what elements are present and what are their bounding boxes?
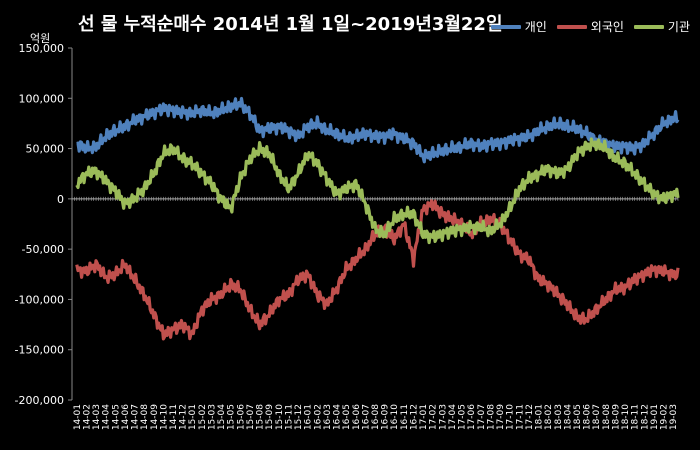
x-tick-label: 15-12 [294,404,304,430]
legend: 개인 외국인 기관 [490,18,690,35]
x-tick-label: 16-03 [323,404,333,430]
x-tick-label: 17-12 [525,404,535,430]
legend-item-institution: 기관 [633,18,690,35]
x-tick-label: 16-11 [400,404,410,430]
x-tick-label: 18-05 [573,404,583,430]
legend-label-foreign: 외국인 [590,20,624,34]
y-tick-label: -150,000 [15,344,64,357]
x-tick-label: 19-01 [650,404,660,430]
x-tick-label: 16-08 [371,404,381,430]
x-tick-label: 18-06 [583,404,593,430]
series-line-0 [76,96,680,164]
x-tick-label: 14-12 [179,404,189,430]
series-line-1 [75,199,680,341]
y-tick-label: 150,000 [19,42,65,55]
x-tick-label: 14-10 [159,404,169,430]
x-tick-label: 16-10 [390,404,400,430]
x-tick-label: 16-02 [313,404,323,430]
legend-swatch-institution [633,24,664,29]
legend-swatch-individual [490,24,521,29]
x-tick-label: 17-06 [467,404,477,430]
x-tick-label: 16-01 [304,404,314,430]
x-tick-label: 18-10 [621,404,631,430]
x-tick-label: 17-03 [438,404,448,430]
legend-swatch-foreign [556,24,587,29]
x-tick-label: 15-07 [246,404,256,430]
y-axis-unit: 억원 [30,32,51,45]
legend-item-individual: 개인 [490,18,547,35]
y-tick-label: 50,000 [26,143,65,156]
x-tick-label: 14-04 [102,404,112,430]
x-tick-label: 16-09 [381,404,391,430]
x-tick-label: 16-04 [333,404,343,430]
x-tick-label: 17-07 [477,404,487,430]
legend-label-institution: 기관 [667,20,690,34]
x-tick-label: 17-11 [515,404,525,430]
x-tick-label: 14-09 [150,404,160,430]
x-tick-label: 15-04 [217,404,227,430]
x-tick-label: 17-05 [458,404,468,430]
x-tick-label: 16-06 [352,404,362,430]
x-tick-label: 18-01 [535,404,545,430]
x-tick-label: 14-08 [140,404,150,430]
x-tick-label: 15-06 [236,404,246,430]
y-tick-label: -100,000 [15,293,64,306]
x-tick-label: 14-07 [131,404,141,430]
x-tick-label: 15-03 [207,404,217,430]
x-tick-label: 16-07 [361,404,371,430]
x-tick-label: 17-08 [486,404,496,430]
x-tick-label: 14-06 [121,404,131,430]
x-tick-label: 17-01 [419,404,429,430]
x-tick-label: 15-05 [227,404,237,430]
y-tick-label: 0 [57,193,64,206]
x-tick-label: 14-05 [111,404,121,430]
y-tick-label: 100,000 [19,92,65,105]
y-tick-label: -200,000 [15,394,64,407]
x-tick-label: 15-08 [256,404,266,430]
x-tick-label: 19-03 [669,404,679,430]
series-line-2 [75,137,680,245]
legend-label-individual: 개인 [524,20,547,34]
x-tick-label: 16-12 [409,404,419,430]
x-tick-label: 19-02 [660,404,670,430]
x-tick-label: 18-11 [631,404,641,430]
x-tick-label: 17-10 [506,404,516,430]
chart-title: 선 물 누적순매수 2014년 1월 1일~2019년3월22일 [78,14,503,35]
x-tick-label: 17-09 [496,404,506,430]
x-tick-label: 15-11 [284,404,294,430]
x-tick-label: 15-10 [275,404,285,430]
x-tick-label: 18-04 [563,404,573,430]
x-tick-label: 17-04 [448,404,458,430]
x-tick-label: 14-11 [169,404,179,430]
x-tick-label: 15-02 [198,404,208,430]
x-tick-label: 17-02 [429,404,439,430]
x-tick-label: 18-03 [554,404,564,430]
x-tick-label: 14-03 [92,404,102,430]
x-tick-label: 18-12 [640,404,650,430]
legend-item-foreign: 외국인 [556,18,624,35]
x-tick-label: 16-05 [342,404,352,430]
x-tick-label: 15-09 [265,404,275,430]
x-tick-label: 18-09 [611,404,621,430]
x-tick-label: 14-01 [73,404,83,430]
x-tick-label: 18-02 [544,404,554,430]
x-tick-label: 14-02 [82,404,92,430]
y-tick-label: -50,000 [22,243,64,256]
x-tick-label: 15-01 [188,404,198,430]
x-tick-label: 18-07 [592,404,602,430]
x-tick-label: 18-08 [602,404,612,430]
